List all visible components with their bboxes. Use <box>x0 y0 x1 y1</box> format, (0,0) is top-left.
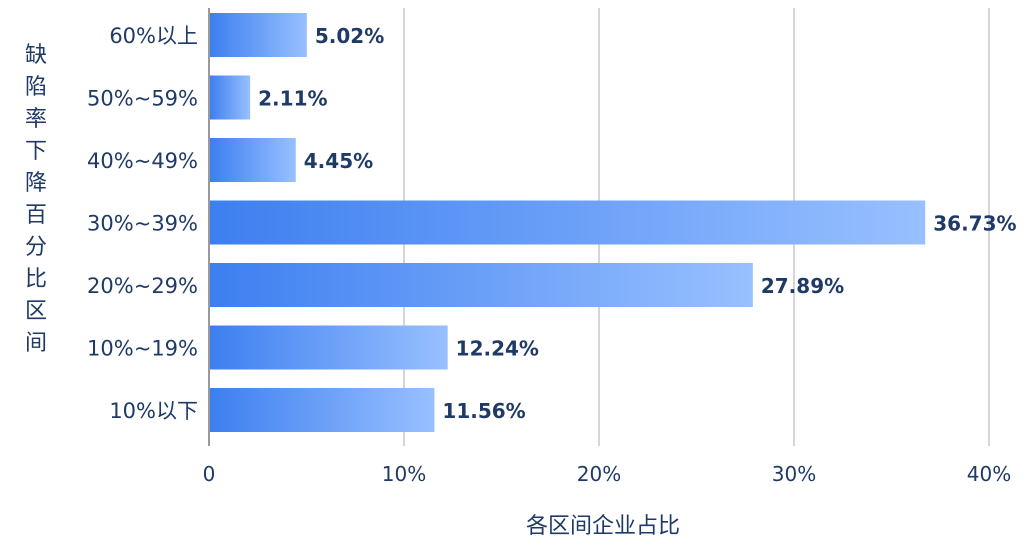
x-tick-label: 20% <box>577 462 621 486</box>
y-axis-title-char: 陷 <box>24 75 47 100</box>
bar <box>210 75 251 120</box>
y-axis-title-char: 降 <box>24 171 47 196</box>
x-axis-title-wrapper: 各区间企业占比 <box>0 508 1026 540</box>
category-label: 10%以下 <box>109 399 198 423</box>
bar <box>210 325 448 370</box>
category-label: 30%~39% <box>87 212 198 236</box>
category-label: 40%~49% <box>87 149 198 173</box>
data-label: 11.56% <box>442 399 525 423</box>
y-axis-title-char: 率 <box>24 107 47 132</box>
data-label: 12.24% <box>456 337 539 361</box>
data-label: 27.89% <box>761 274 844 298</box>
bar <box>210 138 296 182</box>
x-axis-title: 各区间企业占比 <box>525 514 680 539</box>
bar <box>210 263 753 307</box>
y-axis-title-char: 分 <box>24 235 47 260</box>
category-label: 20%~29% <box>87 274 198 298</box>
y-axis-title-char: 间 <box>24 331 47 356</box>
x-tick-label: 10% <box>382 462 426 486</box>
x-tick-label: 30% <box>772 462 816 486</box>
bar <box>210 200 926 245</box>
y-axis-title-char: 缺 <box>24 43 47 68</box>
y-axis-title-char: 下 <box>24 139 47 164</box>
category-label: 60%以上 <box>109 24 198 48</box>
data-label: 4.45% <box>304 149 373 173</box>
bar <box>210 13 307 57</box>
data-label: 2.11% <box>258 87 327 111</box>
category-label: 10%~19% <box>87 337 198 361</box>
data-label: 36.73% <box>933 212 1016 236</box>
bars <box>210 13 926 432</box>
x-tick-label: 40% <box>967 462 1011 486</box>
y-axis-title-char: 百 <box>24 203 47 228</box>
x-tick-label: 0 <box>203 462 216 486</box>
labels: 0 10% 20% 30% 40% 60%以上 5.02% 50%~59% 2.11% 40%~4… <box>87 24 1017 486</box>
y-axis-title-char: 区 <box>24 299 47 324</box>
data-label: 5.02% <box>315 24 384 48</box>
y-axis-title-char: 比 <box>24 267 47 292</box>
bar <box>210 388 435 432</box>
y-axis-title: 缺陷率下降百分比区间 <box>18 40 54 360</box>
category-label: 50%~59% <box>87 87 198 111</box>
